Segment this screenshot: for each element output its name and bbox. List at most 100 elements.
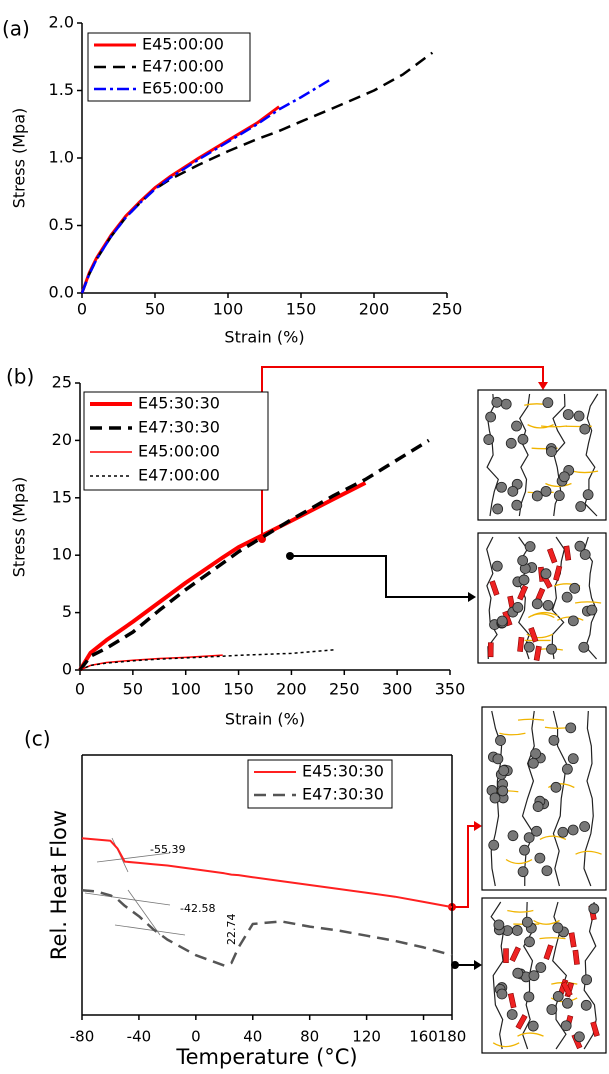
filler-particle [588,903,600,915]
arrow-head [474,960,482,970]
y-tick-label: 15 [52,487,72,506]
filler-particle [496,988,508,1000]
filler-particle [535,962,547,973]
filler-particle [548,734,560,746]
filler-particle [523,991,535,1003]
series-line [78,438,430,672]
filler-particle [558,471,570,483]
hard-segment [553,565,563,581]
filler-particle [542,397,554,409]
y-tick-label: 0.5 [49,215,74,234]
series-line [79,649,334,671]
series-line [80,78,331,294]
filler-particle [511,925,523,936]
y-tick-label: 5 [62,602,72,621]
hard-segment [572,949,580,965]
legend-label: E45:00:00 [142,35,224,54]
y-axis-label: Rel. Heat Flow [47,810,71,960]
filler-particle [573,1031,585,1043]
polymer-chain [521,710,535,887]
filler-particle [552,922,564,934]
filler-particle [505,437,517,449]
crosslink [499,732,526,736]
filler-particle [567,753,579,765]
filler-particle [530,748,542,760]
filler-particle [560,1020,572,1032]
filler-particle [579,549,591,560]
series-line [78,481,367,672]
filler-particle [561,591,573,603]
hard-segment [517,636,525,652]
panel-label: (c) [24,727,51,751]
legend-label: E45:30:30 [138,394,220,413]
filler-particle [491,560,503,572]
filler-particle [546,446,557,457]
filler-particle [493,919,505,931]
legend-label: E45:30:30 [302,762,384,781]
hard-segment [507,992,517,1009]
filler-particle [561,763,573,775]
y-tick-label: 0 [62,660,72,679]
x-tick-label: 50 [123,680,143,699]
filler-particle [546,643,557,655]
filler-particle [523,832,535,844]
x-tick-label: 120 [352,1028,381,1046]
x-tick-label: 160 [409,1028,438,1046]
filler-particle [507,830,519,842]
filler-particle [492,503,504,515]
filler-particle [500,398,512,410]
crosslink [507,909,534,913]
filler-particle [488,839,500,851]
filler-particle [512,601,524,613]
y-tick-label: 20 [52,430,72,449]
schematic-inset [477,389,607,521]
filler-particle [586,604,598,616]
crosslink [526,633,554,639]
filler-particle [565,722,577,734]
panel-label: (a) [2,17,30,41]
filler-particle [553,490,565,502]
arrow-head [474,821,482,831]
x-tick-label: -80 [70,1028,95,1046]
hard-segment [528,626,539,643]
filler-particle [540,485,552,497]
pointer-arrow [452,825,476,908]
crosslink [575,850,602,855]
crosslink [505,858,533,865]
crosslink [545,482,572,488]
filler-particle [550,781,562,793]
y-tick-label: 1.5 [49,80,74,99]
filler-particle [489,792,501,804]
filler-particle [519,844,530,856]
filler-particle [546,1004,558,1015]
legend-label: E47:30:30 [302,785,384,804]
y-tick-label: 0.0 [49,283,74,302]
hard-segment [487,642,494,658]
series-line [80,105,280,294]
hard-segment [543,944,554,960]
filler-particle [495,735,506,746]
polymer-chain [551,536,566,660]
hard-segment [561,981,573,997]
hard-segment [517,584,529,601]
crosslink [571,470,599,474]
filler-particle [531,598,543,610]
schematic-inset [481,706,607,891]
filler-particle [497,785,509,797]
filler-particle [511,499,523,511]
filler-particle [531,825,542,837]
filler-particle [491,396,503,408]
crosslink [539,835,567,841]
pointer-arrow [290,555,470,598]
filler-particle [557,826,569,838]
hard-segment [489,580,500,596]
filler-particle [517,866,529,878]
filler-particle [527,1020,539,1032]
x-tick-label: 350 [435,680,466,699]
filler-particle [483,434,495,445]
filler-particle [552,991,564,1002]
filler-particle [527,757,539,769]
polymer-chain [518,393,531,517]
x-axis-label: Strain (%) [224,328,304,347]
x-tick-label: 250 [432,300,463,319]
